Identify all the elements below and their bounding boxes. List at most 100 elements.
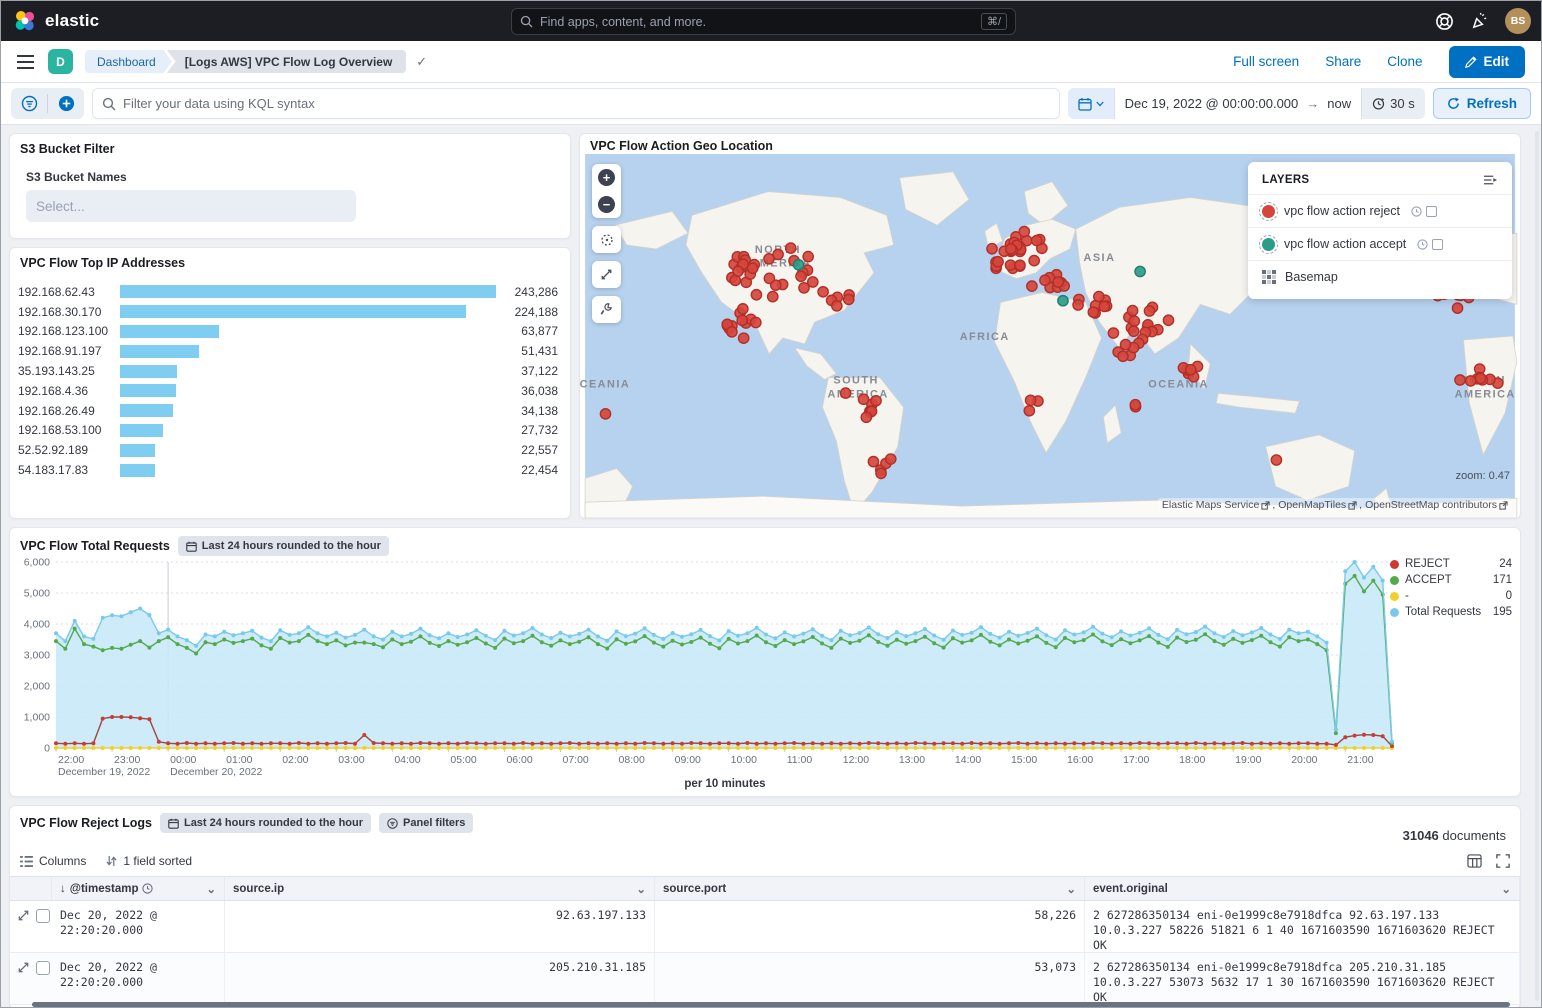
clock-icon xyxy=(1417,239,1428,250)
panel-title: VPC Flow Reject Logs xyxy=(20,816,152,830)
clone-button[interactable]: Clone xyxy=(1387,54,1422,69)
column-header-source-ip[interactable]: source.ip⌄ xyxy=(225,877,655,900)
ip-bar-row[interactable]: 192.168.91.19751,431 xyxy=(18,341,558,361)
columns-button[interactable]: Columns xyxy=(20,854,86,868)
svg-text:11:00: 11:00 xyxy=(787,754,813,766)
saved-check-icon: ✓ xyxy=(416,54,427,70)
ip-bar-row[interactable]: 52.52.92.18922,557 xyxy=(18,440,558,460)
ip-bar-row[interactable]: 192.168.123.10063,877 xyxy=(18,322,558,342)
ip-bar-row[interactable]: 192.168.62.43243,286 xyxy=(18,282,558,302)
set-view-button[interactable] xyxy=(592,226,621,253)
map-tools-icon[interactable] xyxy=(592,296,621,323)
row-checkbox[interactable] xyxy=(36,909,50,923)
share-button[interactable]: Share xyxy=(1325,54,1361,69)
time-range-picker: Dec 19, 2022 @ 00:00:00.000 → now 30 s xyxy=(1068,88,1425,119)
layer-checkbox[interactable] xyxy=(1426,206,1437,217)
table-row[interactable]: Dec 20, 2022 @ 22:20:20.000205.210.31.18… xyxy=(10,953,1520,1005)
layer-item-accept[interactable]: vpc flow action accept xyxy=(1248,227,1512,260)
attribution-link[interactable]: Elastic Maps Service xyxy=(1162,499,1259,511)
svg-text:ASIA: ASIA xyxy=(1083,252,1115,264)
time-range-badge[interactable]: Last 24 hours rounded to the hour xyxy=(178,536,389,556)
attribution-link[interactable]: OpenMapTiles xyxy=(1278,499,1346,511)
full-screen-button[interactable]: Full screen xyxy=(1233,54,1299,69)
cell-event-original: 2 627286350134 eni-0e1999c8e7918dfca 92.… xyxy=(1085,901,1520,952)
ip-bar-row[interactable]: 192.168.53.10027,732 xyxy=(18,421,558,441)
zoom-out-button[interactable]: − xyxy=(592,191,621,218)
query-bar: Dec 19, 2022 @ 00:00:00.000 → now 30 s R… xyxy=(1,83,1541,125)
ip-bar xyxy=(120,325,219,338)
expand-row-icon[interactable] xyxy=(17,909,30,922)
calendar-icon xyxy=(186,541,197,552)
kql-query-input[interactable] xyxy=(123,96,1050,111)
panel-filters-badge[interactable]: Panel filters xyxy=(379,813,473,833)
time-range-end[interactable]: now xyxy=(1327,96,1351,111)
time-range-badge[interactable]: Last 24 hours rounded to the hour xyxy=(160,813,371,833)
sort-icon xyxy=(106,855,117,867)
dashboard-app-icon[interactable]: D xyxy=(48,49,73,74)
breadcrumb-dashboard[interactable]: Dashboard xyxy=(85,50,172,73)
svg-text:5,000: 5,000 xyxy=(24,588,50,600)
legend-item[interactable]: ACCEPT171 xyxy=(1390,574,1512,586)
svg-text:01:00: 01:00 xyxy=(226,754,252,766)
collapse-layers-icon[interactable] xyxy=(1483,174,1498,186)
refresh-interval-button[interactable]: 30 s xyxy=(1362,88,1425,119)
layer-item-reject[interactable]: vpc flow action reject xyxy=(1248,194,1512,227)
add-filter-button[interactable] xyxy=(48,88,84,119)
svg-text:AMERICA: AMERICA xyxy=(1455,388,1516,400)
column-header-timestamp[interactable]: ↓@timestamp⌄ xyxy=(52,877,225,900)
map-controls: + − xyxy=(592,164,621,323)
fit-to-data-button[interactable] xyxy=(592,261,621,288)
row-checkbox[interactable] xyxy=(36,961,50,975)
grid-toolbar: Columns 1 field sorted xyxy=(20,852,1510,870)
svg-text:07:00: 07:00 xyxy=(563,754,589,766)
menu-icon[interactable] xyxy=(17,55,34,69)
user-avatar[interactable]: BS xyxy=(1505,8,1531,34)
reject-logs-panel: VPC Flow Reject Logs Last 24 hours round… xyxy=(9,805,1521,1008)
world-map[interactable]: NORTHAMERICASOUTHAMERICAAFRICAASIAOCEANI… xyxy=(580,154,1520,518)
layer-color-dot xyxy=(1262,238,1275,251)
table-row[interactable]: Dec 20, 2022 @ 22:20:20.00092.63.197.133… xyxy=(10,901,1520,953)
global-search[interactable]: ⌘/ xyxy=(511,8,1016,35)
calendar-menu-button[interactable] xyxy=(1068,88,1114,119)
layer-checkbox[interactable] xyxy=(1432,239,1443,250)
horizontal-scrollbar[interactable] xyxy=(32,1002,1510,1007)
time-range-start[interactable]: Dec 19, 2022 @ 00:00:00.000 xyxy=(1125,96,1299,111)
legend-item[interactable]: -0 xyxy=(1390,590,1512,602)
ip-bar-row[interactable]: 35.193.143.2537,122 xyxy=(18,361,558,381)
svg-text:CEANIA: CEANIA xyxy=(580,378,630,390)
ip-bar-row[interactable]: 192.168.4.3636,038 xyxy=(18,381,558,401)
cell-event-original: 2 627286350134 eni-0e1999c8e7918dfca 205… xyxy=(1085,953,1520,1004)
page-scrollbar[interactable] xyxy=(1535,131,1539,1001)
documents-table: ↓@timestamp⌄source.ip⌄source.port⌄event.… xyxy=(10,876,1520,1005)
column-header-event-original[interactable]: event.original⌄ xyxy=(1085,877,1520,900)
search-icon xyxy=(520,15,533,28)
global-search-input[interactable] xyxy=(540,15,974,29)
breadcrumb-current[interactable]: [Logs AWS] VPC Flow Log Overview xyxy=(167,50,407,73)
attribution-link[interactable]: OpenStreetMap contributors xyxy=(1365,499,1497,511)
cell-source-ip: 92.63.197.133 xyxy=(225,901,655,952)
svg-text:00:00: 00:00 xyxy=(170,754,196,766)
s3-bucket-select[interactable]: Select... xyxy=(26,190,356,222)
refresh-button[interactable]: Refresh xyxy=(1433,88,1531,119)
edit-button[interactable]: Edit xyxy=(1449,46,1526,78)
newsfeed-icon[interactable] xyxy=(1470,12,1489,31)
refresh-icon xyxy=(1447,97,1460,110)
ip-bar-row[interactable]: 192.168.26.4934,138 xyxy=(18,401,558,421)
ip-bar-row[interactable]: 54.183.17.8322,454 xyxy=(18,460,558,480)
svg-text:OCEANIA: OCEANIA xyxy=(1148,378,1209,390)
fullscreen-icon[interactable] xyxy=(1496,854,1510,868)
display-options-icon[interactable] xyxy=(1467,854,1482,868)
zoom-in-button[interactable]: + xyxy=(592,164,621,191)
elastic-logo[interactable]: elastic xyxy=(1,9,99,33)
legend-item[interactable]: REJECT24 xyxy=(1390,558,1512,570)
ip-bar-row[interactable]: 192.168.30.170224,188 xyxy=(18,302,558,322)
legend-item[interactable]: Total Requests195 xyxy=(1390,606,1512,618)
expand-row-icon[interactable] xyxy=(17,961,30,974)
time-range-arrow: → xyxy=(1306,96,1319,111)
sort-fields-button[interactable]: 1 field sorted xyxy=(106,854,192,868)
filter-menu-icon[interactable] xyxy=(11,88,47,119)
layer-item-basemap[interactable]: Basemap xyxy=(1248,260,1512,293)
column-header-source-port[interactable]: source.port⌄ xyxy=(655,877,1085,900)
elastic-logo-icon xyxy=(13,9,37,33)
help-icon[interactable] xyxy=(1435,12,1454,31)
